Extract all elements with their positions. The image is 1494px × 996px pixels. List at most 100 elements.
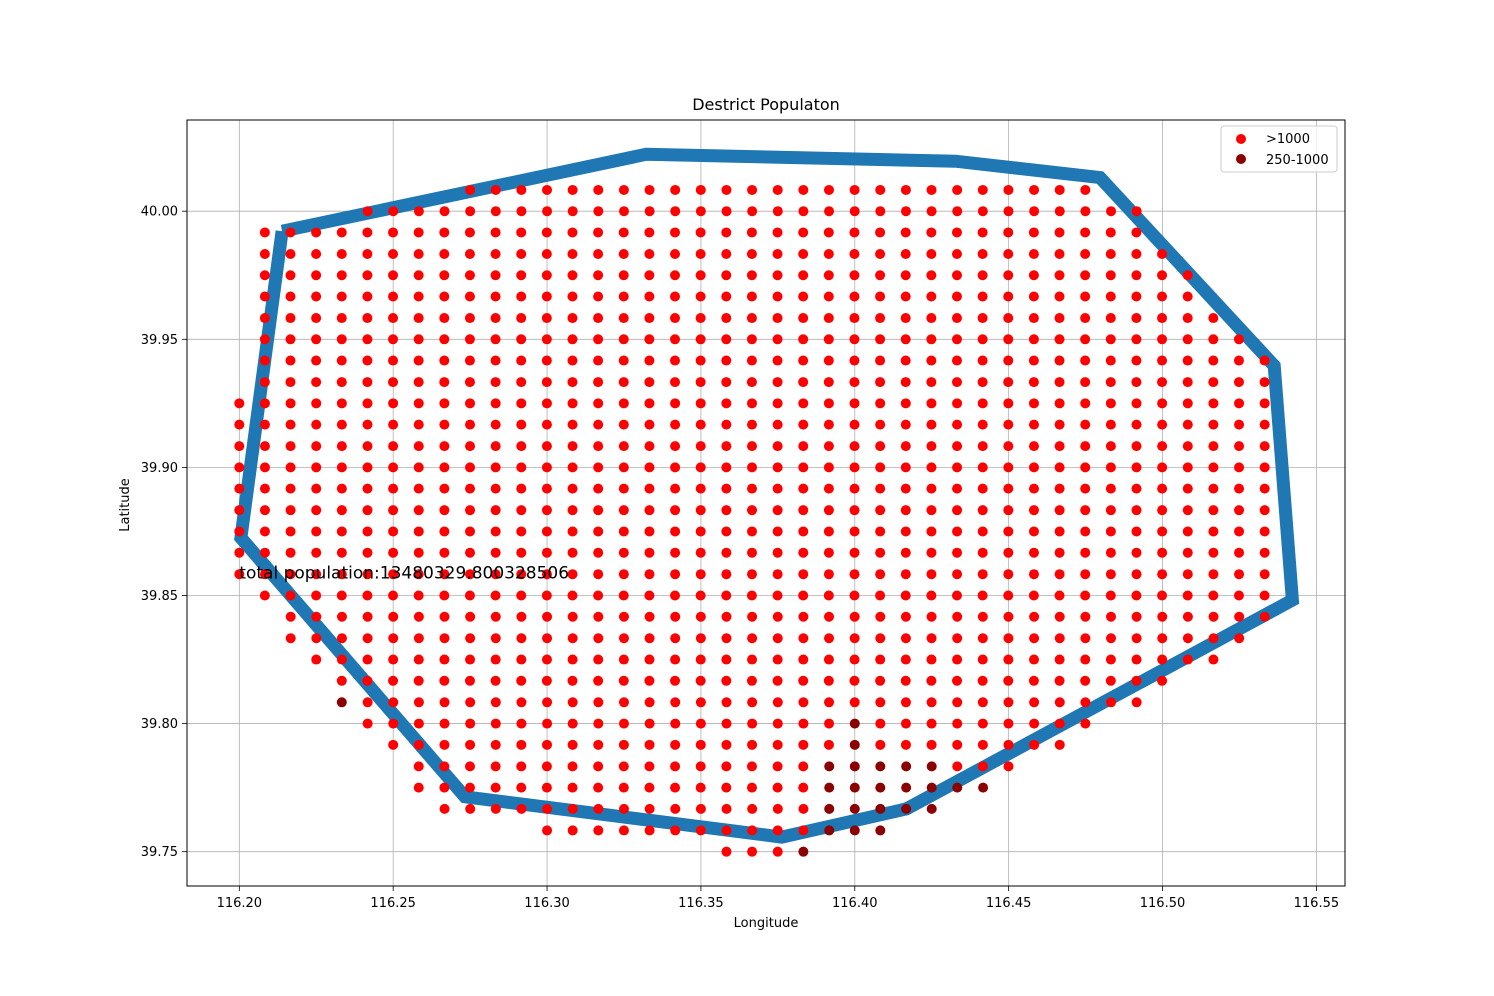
data-point-over-1000: [926, 206, 937, 217]
data-point-over-1000: [926, 248, 937, 259]
data-point-over-1000: [311, 441, 322, 452]
data-point-over-1000: [285, 377, 296, 388]
data-point-over-1000: [388, 547, 399, 558]
data-point-over-1000: [413, 590, 424, 601]
data-point-over-1000: [695, 291, 706, 302]
data-point-over-1000: [516, 248, 527, 259]
data-point-over-1000: [464, 377, 475, 388]
data-point-over-1000: [670, 441, 681, 452]
data-point-over-1000: [1157, 334, 1168, 345]
data-point-over-1000: [746, 355, 757, 366]
data-point-over-1000: [1054, 590, 1065, 601]
data-point-over-1000: [798, 227, 809, 238]
data-point-over-1000: [567, 462, 578, 473]
data-point-over-1000: [618, 184, 629, 195]
data-point-over-1000: [516, 569, 527, 580]
data-point-over-1000: [823, 547, 834, 558]
data-point-over-1000: [1080, 377, 1091, 388]
data-point-over-1000: [772, 611, 783, 622]
data-point-over-1000: [413, 633, 424, 644]
data-point-over-1000: [1054, 227, 1065, 238]
data-point-over-1000: [311, 590, 322, 601]
data-point-over-1000: [823, 569, 834, 580]
data-point-over-1000: [1054, 355, 1065, 366]
data-point-over-1000: [311, 611, 322, 622]
data-point-over-1000: [849, 377, 860, 388]
data-point-over-1000: [259, 291, 270, 302]
data-point-over-1000: [875, 313, 886, 324]
data-point-over-1000: [721, 718, 732, 729]
data-point-over-1000: [1003, 569, 1014, 580]
data-point-over-1000: [567, 718, 578, 729]
data-point-over-1000: [951, 248, 962, 259]
data-point-over-1000: [1003, 675, 1014, 686]
data-point-over-1000: [1157, 569, 1168, 580]
data-point-over-1000: [593, 248, 604, 259]
data-point-over-1000: [1131, 291, 1142, 302]
data-point-over-1000: [798, 739, 809, 750]
data-point-over-1000: [388, 633, 399, 644]
data-point-over-1000: [875, 377, 886, 388]
data-point-over-1000: [1105, 462, 1116, 473]
data-point-over-1000: [1131, 313, 1142, 324]
data-point-over-1000: [695, 248, 706, 259]
data-point-over-1000: [644, 206, 655, 217]
data-point-over-1000: [465, 462, 476, 473]
data-point-over-1000: [1182, 633, 1193, 644]
data-point-over-1000: [541, 419, 552, 430]
data-point-over-1000: [1029, 206, 1040, 217]
legend-marker-250-1000: [1236, 154, 1246, 164]
data-point-over-1000: [439, 313, 450, 324]
data-point-over-1000: [849, 291, 860, 302]
data-point-over-1000: [1105, 377, 1116, 388]
data-point-over-1000: [234, 398, 245, 409]
data-point-over-1000: [593, 654, 604, 665]
data-point-over-1000: [695, 590, 706, 601]
data-point-over-1000: [1003, 505, 1014, 516]
data-point-over-1000: [823, 355, 834, 366]
data-point-over-1000: [695, 334, 706, 345]
grid-lines: [187, 120, 1345, 886]
data-point-over-1000: [670, 611, 681, 622]
data-point-over-1000: [439, 334, 450, 345]
data-point-over-1000: [1080, 313, 1091, 324]
data-point-over-1000: [490, 227, 501, 238]
data-point-over-1000: [1029, 654, 1039, 665]
data-point-over-1000: [439, 483, 450, 494]
data-point-over-1000: [875, 419, 886, 430]
data-point-over-1000: [336, 462, 347, 473]
data-point-over-1000: [541, 590, 552, 601]
data-point-over-1000: [772, 334, 783, 345]
data-point-over-1000: [798, 355, 809, 366]
data-point-over-1000: [1080, 654, 1091, 665]
data-point-over-1000: [285, 569, 296, 580]
data-point-over-1000: [311, 526, 322, 537]
data-point-over-1000: [490, 611, 501, 622]
data-point-over-1000: [772, 248, 783, 259]
data-point-over-1000: [1080, 184, 1091, 195]
y-tick-label: 40.00: [141, 205, 178, 220]
data-point-over-1000: [593, 718, 604, 729]
data-point-over-1000: [541, 334, 552, 345]
data-point-over-1000: [952, 526, 963, 537]
data-point-over-1000: [952, 718, 963, 729]
data-point-over-1000: [926, 633, 937, 644]
data-point-over-1000: [593, 184, 604, 195]
data-point-over-1000: [823, 377, 834, 388]
data-point-over-1000: [439, 291, 450, 302]
data-point-over-1000: [1003, 441, 1014, 452]
data-point-over-1000: [772, 441, 783, 452]
data-point-over-1000: [1182, 590, 1193, 601]
data-point-over-1000: [926, 569, 937, 580]
axis-ticks: 116.20 116.25 116.30 116.35 116.40 116.45 116.…: [141, 205, 1339, 911]
data-point-over-1000: [1105, 590, 1116, 601]
data-point-over-1000: [1080, 248, 1091, 259]
data-point-over-1000: [362, 419, 373, 430]
data-point-over-1000: [1234, 483, 1245, 494]
data-point-over-1000: [1182, 526, 1193, 537]
data-point-over-1000: [311, 505, 322, 516]
data-point-over-1000: [516, 334, 527, 345]
data-point-over-1000: [413, 483, 424, 494]
data-point-over-1000: [285, 590, 296, 601]
